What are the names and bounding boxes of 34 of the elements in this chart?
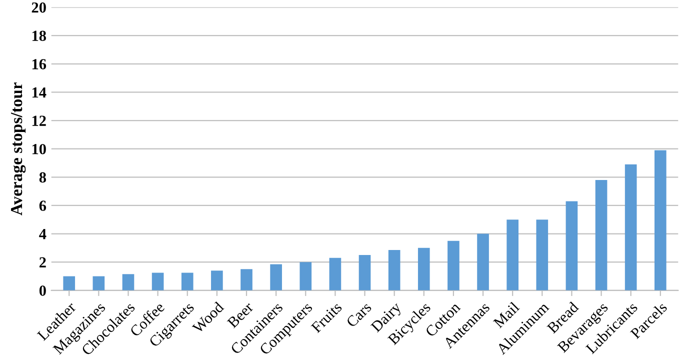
bar xyxy=(181,272,194,290)
bar xyxy=(536,220,548,290)
bar xyxy=(152,272,164,290)
bar xyxy=(624,164,637,290)
bar xyxy=(270,264,282,290)
y-tick-label: 18 xyxy=(32,30,46,42)
y-axis-title: Average stops/tour xyxy=(11,82,26,216)
bar xyxy=(566,201,578,290)
y-tick-label: 16 xyxy=(32,59,46,70)
y-tick-label: 6 xyxy=(39,200,46,211)
bar xyxy=(358,255,371,290)
bar xyxy=(211,270,223,290)
bar xyxy=(122,274,134,290)
bar xyxy=(92,276,105,290)
bar xyxy=(448,240,460,290)
y-tick-label: 4 xyxy=(39,229,46,240)
bar xyxy=(418,248,430,290)
bar xyxy=(506,220,518,290)
bar xyxy=(240,269,252,290)
y-tick-label: 8 xyxy=(39,172,46,183)
y-tick-label: 20 xyxy=(32,2,46,13)
bar xyxy=(329,258,342,290)
y-tick-label: 14 xyxy=(32,87,46,98)
bar xyxy=(654,150,666,290)
bar xyxy=(477,234,489,290)
x-tick-label: Cars xyxy=(346,302,372,328)
y-tick-label: 2 xyxy=(40,257,46,268)
bar xyxy=(388,250,400,290)
y-tick-label: 12 xyxy=(32,116,46,126)
bar xyxy=(300,262,312,290)
y-tick-label: 10 xyxy=(32,144,46,154)
bar xyxy=(63,276,76,290)
bar xyxy=(595,180,608,290)
y-tick-label: 0 xyxy=(39,286,46,296)
